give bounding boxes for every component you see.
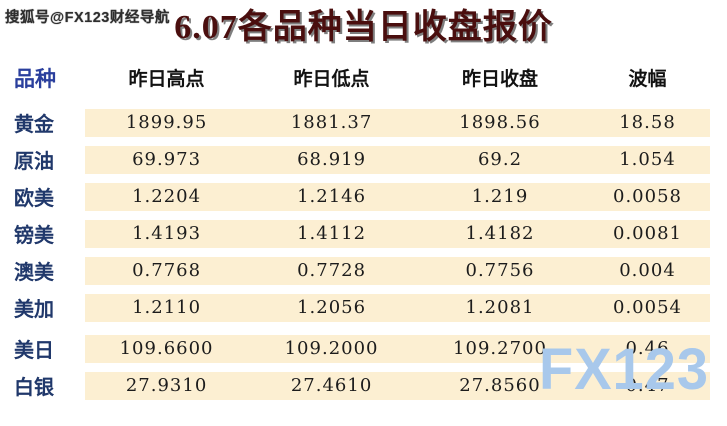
range-value: 0.0054	[613, 297, 682, 318]
high-value: 69.973	[132, 149, 202, 170]
range-value: 1.054	[619, 149, 676, 170]
high-value: 109.6600	[119, 338, 214, 359]
table-row: 澳美 0.7768 0.7728 0.7756 0.004	[0, 256, 727, 285]
table-header-row: 品种 昨日高点 昨日低点 昨日收盘 波幅	[0, 63, 727, 93]
range-value: 0.46	[625, 338, 670, 359]
instrument-label: 澳美	[14, 262, 54, 284]
table-body: 黄金 1899.95 1881.37 1898.56 18.58 原油 69.973 68.9…	[0, 108, 727, 400]
close-value: 27.8560	[459, 375, 541, 396]
range-value: 0.0081	[613, 223, 682, 244]
row-band: 1.2204 1.2146 1.219 0.0058	[85, 182, 710, 211]
column-header-close: 昨日收盘	[461, 69, 538, 90]
low-value: 27.4610	[290, 375, 373, 396]
low-value: 1.2146	[297, 186, 367, 207]
table-row: 美日 109.6600 109.2000 109.2700 0.46	[0, 334, 727, 363]
high-value: 1.4193	[132, 223, 202, 244]
row-band: 0.7768 0.7728 0.7756 0.004	[85, 256, 710, 285]
low-value: 68.919	[297, 149, 367, 170]
publisher-watermark: 搜狐号@FX123财经导航	[5, 10, 170, 26]
range-value: 18.58	[619, 112, 676, 133]
table-row: 黄金 1899.95 1881.37 1898.56 18.58	[0, 108, 727, 137]
column-header-high: 昨日高点	[128, 69, 205, 90]
instrument-label: 美日	[14, 340, 54, 362]
close-value: 1898.56	[459, 112, 541, 133]
close-value: 1.4182	[465, 223, 535, 244]
instrument-label: 欧美	[14, 188, 54, 210]
table-row: 欧美 1.2204 1.2146 1.219 0.0058	[0, 182, 727, 211]
header-band: 昨日高点 昨日低点 昨日收盘 波幅	[85, 63, 710, 93]
close-value: 0.7756	[465, 260, 535, 281]
range-value: 0.0058	[613, 186, 682, 207]
close-value: 69.2	[477, 149, 523, 170]
column-header-low: 昨日低点	[293, 69, 370, 90]
row-band: 1.2110 1.2056 1.2081 0.0054	[85, 293, 710, 322]
table-row: 镑美 1.4193 1.4112 1.4182 0.0081	[0, 219, 727, 248]
instrument-label: 白银	[14, 377, 54, 399]
high-value: 1.2110	[132, 297, 202, 318]
high-value: 1.2204	[132, 186, 202, 207]
range-value: 0.004	[619, 260, 676, 281]
row-band: 1.4193 1.4112 1.4182 0.0081	[85, 219, 710, 248]
page-title: 6.07各品种当日收盘报价	[174, 9, 553, 46]
instrument-label: 镑美	[14, 225, 54, 247]
instrument-label: 原油	[14, 151, 54, 173]
table-row: 原油 69.973 68.919 69.2 1.054	[0, 145, 727, 174]
column-header-range: 波幅	[628, 69, 667, 90]
close-value: 109.2700	[453, 338, 547, 359]
high-value: 0.7768	[132, 260, 202, 281]
low-value: 0.7728	[297, 260, 367, 281]
low-value: 109.2000	[284, 338, 379, 359]
quote-table: 品种 昨日高点 昨日低点 昨日收盘 波幅 黄金 1899.95 1881.37 189…	[0, 63, 727, 400]
instrument-label: 美加	[14, 299, 54, 321]
column-header-instrument: 品种	[14, 67, 56, 91]
table-row: 白银 27.9310 27.4610 27.8560 0.47	[0, 371, 727, 400]
range-value: 0.47	[625, 375, 670, 396]
low-value: 1.2056	[297, 297, 367, 318]
low-value: 1881.37	[290, 112, 373, 133]
high-value: 1899.95	[125, 112, 208, 133]
row-band: 69.973 68.919 69.2 1.054	[85, 145, 710, 174]
close-value: 1.2081	[465, 297, 535, 318]
row-band: 27.9310 27.4610 27.8560 0.47	[85, 371, 710, 400]
instrument-label: 黄金	[14, 114, 54, 136]
table-row: 美加 1.2110 1.2056 1.2081 0.0054	[0, 293, 727, 322]
close-value: 1.219	[471, 186, 529, 207]
row-band: 109.6600 109.2000 109.2700 0.46	[85, 334, 710, 363]
row-band: 1899.95 1881.37 1898.56 18.58	[85, 108, 710, 137]
low-value: 1.4112	[297, 223, 367, 244]
high-value: 27.9310	[125, 375, 208, 396]
